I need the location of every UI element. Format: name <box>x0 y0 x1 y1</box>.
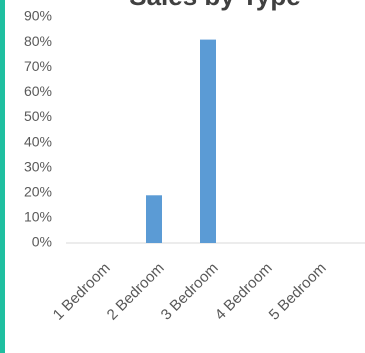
y-tick-label: 80% <box>24 33 52 49</box>
y-tick-label: 50% <box>24 108 52 124</box>
bar <box>146 195 162 243</box>
side-accent <box>0 0 5 353</box>
y-tick-label: 70% <box>24 58 52 74</box>
x-tick-label: 4 Bedroom <box>212 260 276 324</box>
x-tick-label: 2 Bedroom <box>104 260 168 324</box>
chart-title: Sales by Type <box>129 0 301 11</box>
y-tick-label: 20% <box>24 183 52 199</box>
y-tick-label: 60% <box>24 83 52 99</box>
bar <box>200 39 216 243</box>
x-tick-label: 1 Bedroom <box>50 260 114 324</box>
y-tick-label: 30% <box>24 158 52 174</box>
y-tick-label: 40% <box>24 133 52 149</box>
y-tick-label: 0% <box>32 234 52 250</box>
x-tick-label: 5 Bedroom <box>266 260 330 324</box>
x-tick-label: 3 Bedroom <box>158 260 222 324</box>
y-tick-label: 90% <box>24 8 52 24</box>
y-tick-label: 10% <box>24 209 52 225</box>
